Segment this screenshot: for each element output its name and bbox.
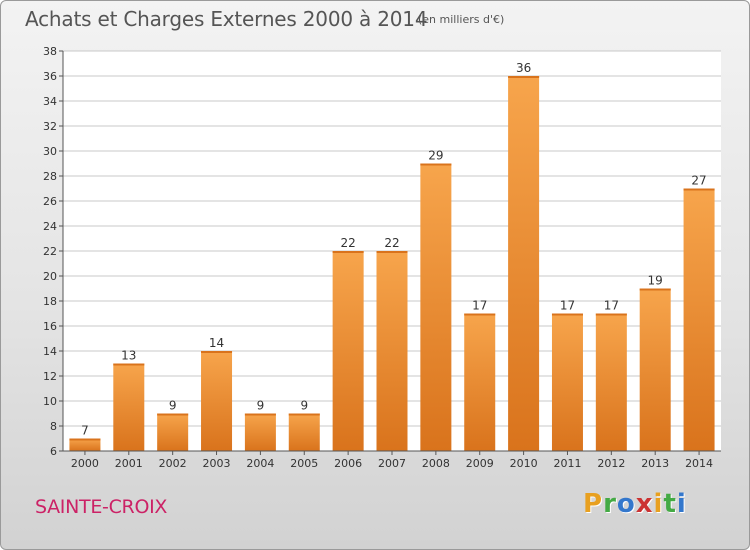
- bar-top: [551, 313, 583, 316]
- bar: [508, 76, 540, 451]
- y-tick-label: 32: [43, 120, 57, 133]
- bar-top: [244, 413, 276, 416]
- bar-value-label: 36: [516, 61, 531, 75]
- bar-value-label: 22: [340, 236, 355, 250]
- y-tick-label: 36: [43, 70, 57, 83]
- bar-value-label: 27: [691, 174, 706, 188]
- bar-top: [420, 163, 452, 166]
- y-tick-label: 38: [43, 45, 57, 58]
- bar-top: [332, 251, 364, 253]
- bar: [464, 313, 496, 451]
- y-tick-label: 12: [43, 370, 57, 383]
- bar-top: [157, 413, 189, 416]
- x-tick-label: 2001: [115, 457, 143, 470]
- commune-name: SAINTE-CROIX: [35, 496, 168, 518]
- bar-top: [508, 76, 540, 78]
- proxiti-logo: Proxiti: [583, 489, 687, 519]
- y-tick-label: 14: [43, 345, 57, 358]
- x-tick-label: 2003: [203, 457, 231, 470]
- bar: [551, 313, 583, 451]
- bar-value-label: 22: [384, 236, 399, 250]
- bar: [332, 251, 364, 451]
- bar: [157, 413, 189, 451]
- x-tick-label: 2014: [685, 457, 713, 470]
- x-tick-label: 2004: [246, 457, 274, 470]
- bar-value-label: 9: [300, 399, 308, 413]
- bar-top: [201, 351, 233, 353]
- bar-value-label: 17: [560, 299, 575, 313]
- bar-top: [595, 313, 627, 316]
- x-tick-label: 2013: [641, 457, 669, 470]
- y-tick-label: 16: [43, 320, 57, 333]
- bar: [288, 413, 320, 451]
- y-tick-label: 6: [50, 445, 57, 458]
- x-tick-label: 2012: [597, 457, 625, 470]
- x-tick-label: 2009: [466, 457, 494, 470]
- chart-unit: (en milliers d'€): [418, 13, 505, 26]
- y-tick-label: 10: [43, 395, 57, 408]
- y-tick-label: 18: [43, 295, 57, 308]
- y-tick-label: 22: [43, 245, 57, 258]
- x-tick-label: 2011: [553, 457, 581, 470]
- bar-value-label: 19: [648, 274, 663, 288]
- bar-value-label: 7: [81, 424, 89, 438]
- bar-value-label: 9: [169, 399, 177, 413]
- y-tick-label: 8: [50, 420, 57, 433]
- bar-value-label: 17: [604, 299, 619, 313]
- bar: [244, 413, 276, 451]
- bar-value-label: 13: [121, 349, 136, 363]
- x-tick-label: 2006: [334, 457, 362, 470]
- x-tick-label: 2002: [159, 457, 187, 470]
- y-tick-label: 26: [43, 195, 57, 208]
- bar: [639, 288, 671, 451]
- x-tick-label: 2007: [378, 457, 406, 470]
- bar-value-label: 14: [209, 336, 224, 350]
- bar: [683, 188, 715, 451]
- x-tick-label: 2005: [290, 457, 318, 470]
- y-tick-label: 30: [43, 145, 57, 158]
- bar-top: [464, 313, 496, 316]
- bar: [113, 363, 145, 451]
- x-tick-label: 2000: [71, 457, 99, 470]
- y-tick-label: 34: [43, 95, 57, 108]
- bar-value-label: 29: [428, 149, 443, 163]
- bar-top: [683, 188, 715, 191]
- bar: [201, 351, 233, 451]
- bar-top: [288, 413, 320, 416]
- bar-value-label: 9: [257, 399, 265, 413]
- bar: [420, 163, 452, 451]
- bar-value-label: 17: [472, 299, 487, 313]
- bar: [595, 313, 627, 451]
- bar-top: [113, 363, 145, 366]
- y-tick-label: 28: [43, 170, 57, 183]
- chart-title: Achats et Charges Externes 2000 à 2014: [25, 7, 428, 31]
- y-tick-label: 24: [43, 220, 57, 233]
- bar-top: [69, 438, 101, 441]
- x-tick-label: 2008: [422, 457, 450, 470]
- y-tick-label: 20: [43, 270, 57, 283]
- x-tick-label: 2010: [510, 457, 538, 470]
- bar-top: [376, 251, 408, 253]
- bar: [69, 438, 101, 451]
- bar-top: [639, 288, 671, 291]
- bar: [376, 251, 408, 451]
